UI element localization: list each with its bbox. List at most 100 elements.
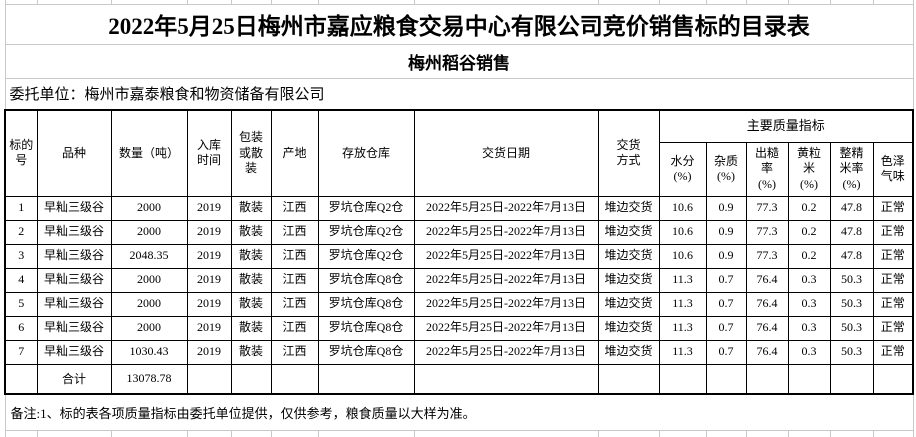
- header-row-main: 标的 号 品种 数量（吨） 入库 时间 包装 或散 装 产地 存放仓库 交货日期…: [4, 109, 914, 197]
- cell-impurity: 0.9: [705, 243, 747, 269]
- cell-delivery-date: 2022年5月25日-2022年7月13日: [413, 243, 599, 269]
- header-color-odor: 色泽 气味: [872, 141, 914, 197]
- cell-warehouse: 罗坑仓库Q8仓: [317, 267, 415, 293]
- cell-moisture: 11.3: [658, 339, 707, 365]
- cell-head-rice-rate: 50.3: [829, 267, 874, 293]
- cell-delivery-date: 2022年5月25日-2022年7月13日: [413, 339, 599, 365]
- gridline-cell: [706, 430, 747, 437]
- cell-quantity: 1030.43: [110, 339, 188, 365]
- cell-delivery-date: 2022年5月25日-2022年7月13日: [413, 195, 599, 221]
- page-subtitle: 梅州稻谷销售: [4, 44, 914, 79]
- cell-packaging: 散装: [230, 291, 272, 317]
- cell-impurity: 0.9: [705, 219, 747, 245]
- gridline-cell: [318, 0, 415, 5]
- cell-warehouse: 罗坑仓库Q2仓: [317, 195, 415, 221]
- total-empty-cell: [872, 363, 914, 395]
- cell-delivery-method: 堆边交货: [597, 291, 660, 317]
- gridline-cell: [746, 0, 789, 5]
- cell-delivery-method: 堆边交货: [597, 219, 660, 245]
- total-empty-cell: [597, 363, 660, 395]
- gridline-cell: [830, 0, 874, 5]
- page-title: 2022年5月25日梅州市嘉应粮食交易中心有限公司竞价销售标的目录表: [4, 4, 914, 45]
- cell-color-odor: 正常: [872, 195, 914, 221]
- cell-yellow-kernel: 0.3: [787, 339, 831, 365]
- cell-brown-rice-rate: 77.3: [745, 219, 789, 245]
- gridline-cell: [4, 0, 38, 5]
- cell-packaging: 散装: [230, 339, 272, 365]
- cell-impurity: 0.9: [705, 195, 747, 221]
- total-quantity: 13078.78: [110, 363, 188, 395]
- cell-yellow-kernel: 0.2: [787, 243, 831, 269]
- cell-delivery-date: 2022年5月25日-2022年7月13日: [413, 315, 599, 341]
- gridline-cell: [271, 0, 319, 5]
- cell-color-odor: 正常: [872, 291, 914, 317]
- cell-brown-rice-rate: 76.4: [745, 291, 789, 317]
- cell-storage-year: 2019: [186, 219, 232, 245]
- cell-storage-year: 2019: [186, 195, 232, 221]
- cell-delivery-method: 堆边交货: [597, 195, 660, 221]
- cell-packaging: 散装: [230, 315, 272, 341]
- entrust-row: 委托单位：梅州市嘉泰粮食和物资储备有限公司: [4, 78, 914, 111]
- cell-variety: 早籼三级谷: [36, 315, 112, 341]
- gridline-cell: [873, 430, 914, 437]
- cell-packaging: 散装: [230, 195, 272, 221]
- header-brown-rice-rate: 出糙 率 (%): [745, 141, 789, 197]
- total-empty-cell: [186, 363, 232, 395]
- cell-lot-no: 3: [4, 243, 38, 269]
- cell-delivery-method: 堆边交货: [597, 339, 660, 365]
- header-quality-group: 主要质量指标: [658, 109, 914, 143]
- cell-moisture: 11.3: [658, 291, 707, 317]
- header-warehouse: 存放仓库: [317, 109, 415, 197]
- total-empty-cell: [270, 363, 319, 395]
- note-row: 备注:1、标的表各项质量指标由委托单位提供，仅供参考，粮食质量以大样为准。: [4, 394, 914, 431]
- cell-impurity: 0.7: [705, 315, 747, 341]
- cell-quantity: 2000: [110, 219, 188, 245]
- cell-color-odor: 正常: [872, 339, 914, 365]
- total-label: 合计: [36, 363, 112, 395]
- cell-variety: 早籼三级谷: [36, 219, 112, 245]
- cell-delivery-date: 2022年5月25日-2022年7月13日: [413, 291, 599, 317]
- cell-brown-rice-rate: 77.3: [745, 243, 789, 269]
- cell-brown-rice-rate: 76.4: [745, 315, 789, 341]
- header-row-quality: 水分 (%) 杂质 (%) 出糙 率 (%) 黄粒 米 (%) 整精 米率 (%…: [5, 141, 914, 197]
- cell-yellow-kernel: 0.3: [787, 315, 831, 341]
- cell-delivery-method: 堆边交货: [597, 243, 660, 269]
- gridline-cell: [187, 0, 232, 5]
- header-packaging: 包装 或散 装: [230, 109, 272, 197]
- title-row: 2022年5月25日梅州市嘉应粮食交易中心有限公司竞价销售标的目录表: [4, 4, 914, 45]
- cell-lot-no: 1: [4, 195, 38, 221]
- header-quantity: 数量（吨）: [110, 109, 188, 197]
- cell-variety: 早籼三级谷: [36, 339, 112, 365]
- header-head-rice-rate: 整精 米率 (%): [829, 141, 874, 197]
- cell-delivery-method: 堆边交货: [597, 267, 660, 293]
- cell-storage-year: 2019: [186, 315, 232, 341]
- cell-delivery-date: 2022年5月25日-2022年7月13日: [413, 267, 599, 293]
- cell-head-rice-rate: 50.3: [829, 339, 874, 365]
- cell-brown-rice-rate: 77.3: [745, 195, 789, 221]
- total-empty-cell: [658, 363, 707, 395]
- cell-delivery-date: 2022年5月25日-2022年7月13日: [413, 219, 599, 245]
- gridline-cell: [318, 430, 415, 437]
- cell-origin: 江西: [270, 291, 319, 317]
- gridline-cell: [187, 430, 232, 437]
- total-empty-lot: [4, 363, 38, 395]
- subtitle-row: 梅州稻谷销售: [4, 44, 914, 79]
- cell-warehouse: 罗坑仓库Q8仓: [317, 291, 415, 317]
- gridline-cell: [111, 430, 188, 437]
- table-body: 1 早籼三级谷 2000 2019 散装 江西 罗坑仓库Q2仓 2022年5月25日-2022…: [4, 195, 914, 365]
- gridline-cell: [788, 0, 831, 5]
- table-row: 7 早籼三级谷 1030.43 2019 散装 江西 罗坑仓库Q8仓 2022年5月25日-2…: [4, 339, 914, 365]
- cell-impurity: 0.7: [705, 339, 747, 365]
- top-gridline-row: [4, 0, 914, 5]
- total-empty-cell: [230, 363, 272, 395]
- gridline-cell: [788, 430, 831, 437]
- gridline-cell: [111, 0, 188, 5]
- gridline-cell: [414, 0, 599, 5]
- cell-head-rice-rate: 50.3: [829, 315, 874, 341]
- gridline-cell: [746, 430, 789, 437]
- cell-storage-year: 2019: [186, 339, 232, 365]
- gridline-cell: [873, 0, 914, 5]
- cell-quantity: 2000: [110, 195, 188, 221]
- gridline-cell: [598, 430, 660, 437]
